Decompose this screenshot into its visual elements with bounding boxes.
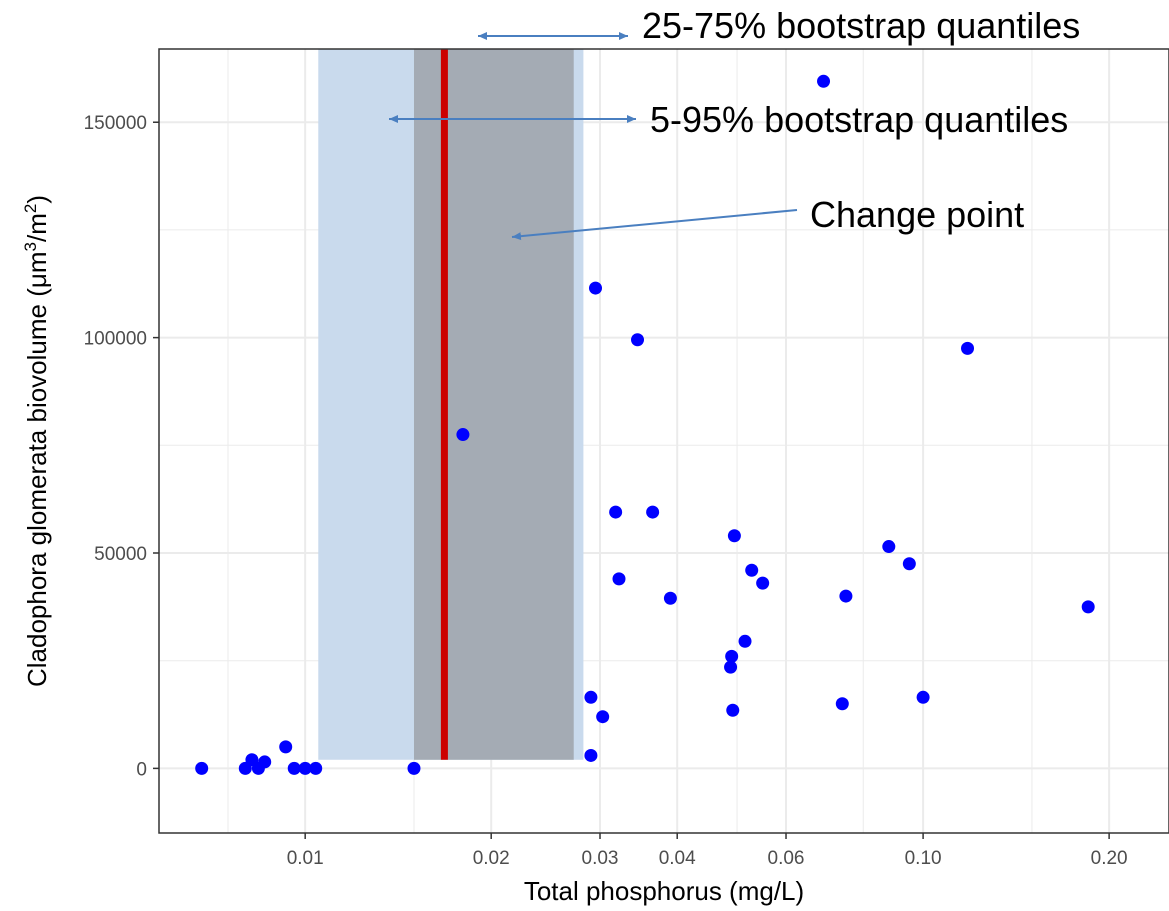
data-point (631, 333, 645, 347)
annotations: 25-75% bootstrap quantiles 5-95% bootstr… (389, 5, 1080, 241)
q5-95-label: 5-95% bootstrap quantiles (650, 99, 1068, 140)
data-point (663, 591, 677, 605)
x-tick-label: 0.01 (287, 848, 324, 869)
data-point (407, 761, 421, 775)
data-point (882, 540, 896, 554)
change-point-label: Change point (810, 194, 1024, 235)
y-axis-title: Cladophora glomerata biovolume (μm3/m2) (21, 195, 52, 687)
band-25-75 (413, 49, 574, 760)
data-point (902, 557, 916, 571)
data-point (839, 589, 853, 603)
x-tick-label: 0.03 (582, 848, 619, 869)
y-tick-label: 150000 (84, 113, 147, 134)
data-points (195, 74, 1095, 775)
quantile-bands (318, 49, 584, 760)
data-point (916, 690, 930, 704)
y-tick-label: 0 (136, 759, 147, 780)
data-point (726, 703, 740, 717)
x-tick-label: 0.20 (1091, 848, 1128, 869)
y-tick-label: 100000 (84, 329, 147, 350)
panel-border (158, 48, 1169, 834)
data-point (738, 634, 752, 648)
q25-75-label: 25-75% bootstrap quantiles (642, 5, 1080, 46)
data-point (756, 576, 770, 590)
change-point-arrow (511, 209, 798, 241)
data-point (279, 740, 293, 754)
data-point (588, 281, 602, 295)
data-point (584, 690, 598, 704)
data-point (817, 74, 831, 88)
data-point (724, 660, 738, 674)
data-point (612, 572, 626, 586)
data-point (745, 563, 759, 577)
x-tick-label: 0.04 (659, 848, 696, 869)
data-point (258, 755, 272, 769)
x-axis-title: Total phosphorus (mg/L) (524, 876, 804, 906)
axes: 0.01 0.02 0.03 0.04 0.06 0.10 0.20 0 50000 100000… (84, 113, 1128, 869)
data-point (1081, 600, 1095, 614)
data-point (609, 505, 623, 519)
x-tick-label: 0.02 (473, 848, 510, 869)
data-point (727, 529, 741, 543)
y-tick-label: 50000 (94, 544, 147, 565)
data-point (456, 428, 470, 442)
data-point (298, 761, 312, 775)
data-point (961, 341, 975, 355)
data-point (309, 761, 323, 775)
x-tick-label: 0.06 (768, 848, 805, 869)
data-point (584, 748, 598, 762)
data-point (596, 710, 610, 724)
x-tick-label: 0.10 (905, 848, 942, 869)
data-point (725, 649, 739, 663)
data-point (287, 761, 301, 775)
data-point (835, 697, 849, 711)
data-point (195, 761, 209, 775)
data-point (646, 505, 660, 519)
